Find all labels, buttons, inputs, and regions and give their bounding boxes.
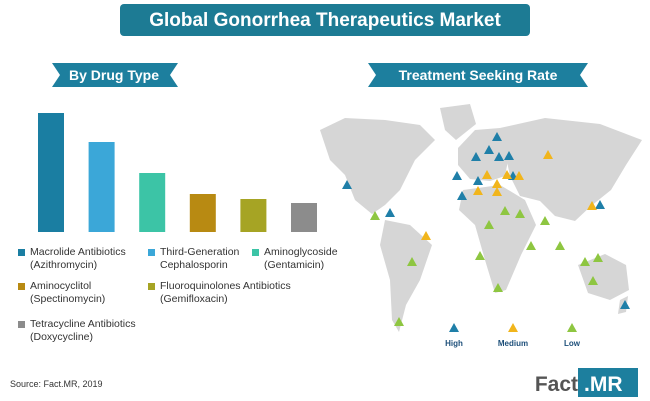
map-marker [543, 150, 553, 159]
bar [139, 173, 166, 232]
map-marker [515, 209, 525, 218]
legend-label: Third-Generation Cephalosporin [160, 246, 240, 271]
map-marker [482, 170, 492, 179]
map-marker [526, 241, 536, 250]
legend-swatch [148, 249, 155, 256]
map-marker [492, 132, 502, 141]
map-marker [407, 257, 417, 266]
legend-label: Low [564, 339, 581, 348]
bar [240, 199, 267, 232]
legend-swatch [18, 283, 25, 290]
map-marker [385, 208, 395, 217]
map-marker [492, 179, 502, 188]
map-marker [595, 200, 605, 209]
map-marker [540, 216, 550, 225]
bar [291, 203, 317, 232]
bar [88, 142, 115, 232]
legend-label: High [445, 339, 463, 348]
section-banner [368, 63, 588, 87]
legend-swatch [18, 249, 25, 256]
logo-box [578, 368, 638, 397]
page-title: Global Gonorrhea Therapeutics Market [149, 10, 501, 31]
map-marker [473, 186, 483, 195]
map-marker [452, 171, 462, 180]
legend-label: Fluoroquinolones Antibiotics (Gemifloxac… [160, 280, 291, 305]
map-marker [342, 180, 352, 189]
map-marker [475, 251, 485, 260]
legend-marker [449, 323, 459, 332]
map-marker [494, 152, 504, 161]
legend-label: Aminocyclitol (Spectinomycin) [30, 280, 106, 305]
map-marker [500, 206, 510, 215]
chart-title: By Drug Type [69, 67, 159, 83]
legend-label: Medium [498, 339, 528, 348]
legend-label: Macrolide Antibiotics (Azithromycin) [30, 246, 126, 271]
legend-marker [508, 323, 518, 332]
legend-swatch [148, 283, 155, 290]
bar [189, 194, 216, 232]
map-marker [493, 283, 503, 292]
legend-swatch [252, 249, 259, 256]
map-marker [421, 231, 431, 240]
map-marker [484, 220, 494, 229]
map-marker [492, 187, 502, 196]
map-marker [502, 170, 512, 179]
bar [38, 113, 64, 232]
map-title: Treatment Seeking Rate [399, 67, 558, 83]
map-marker [504, 151, 514, 160]
map-marker [620, 300, 630, 309]
map-marker [588, 276, 598, 285]
legend-label: Aminoglycoside (Gentamicin) [264, 246, 338, 271]
legend-swatch [18, 321, 25, 328]
legend-marker [567, 323, 577, 332]
map-marker [473, 176, 483, 185]
map-marker [370, 211, 380, 220]
map-marker [587, 201, 597, 210]
world-map [320, 104, 642, 332]
map-marker [580, 257, 590, 266]
source: Source: Fact.MR, 2019 [10, 379, 103, 389]
map-marker [555, 241, 565, 250]
map-marker [593, 253, 603, 262]
section-banner [52, 63, 178, 87]
map-marker [471, 152, 481, 161]
legend-label: Tetracycline Antibiotics (Doxycycline) [30, 318, 136, 343]
logo-suffix: .MR [584, 373, 623, 396]
map-marker [394, 317, 404, 326]
map-marker [514, 171, 524, 180]
map-marker [484, 145, 494, 154]
title-banner [120, 4, 530, 36]
logo-name: Fact [535, 373, 578, 396]
map-marker [457, 191, 467, 200]
